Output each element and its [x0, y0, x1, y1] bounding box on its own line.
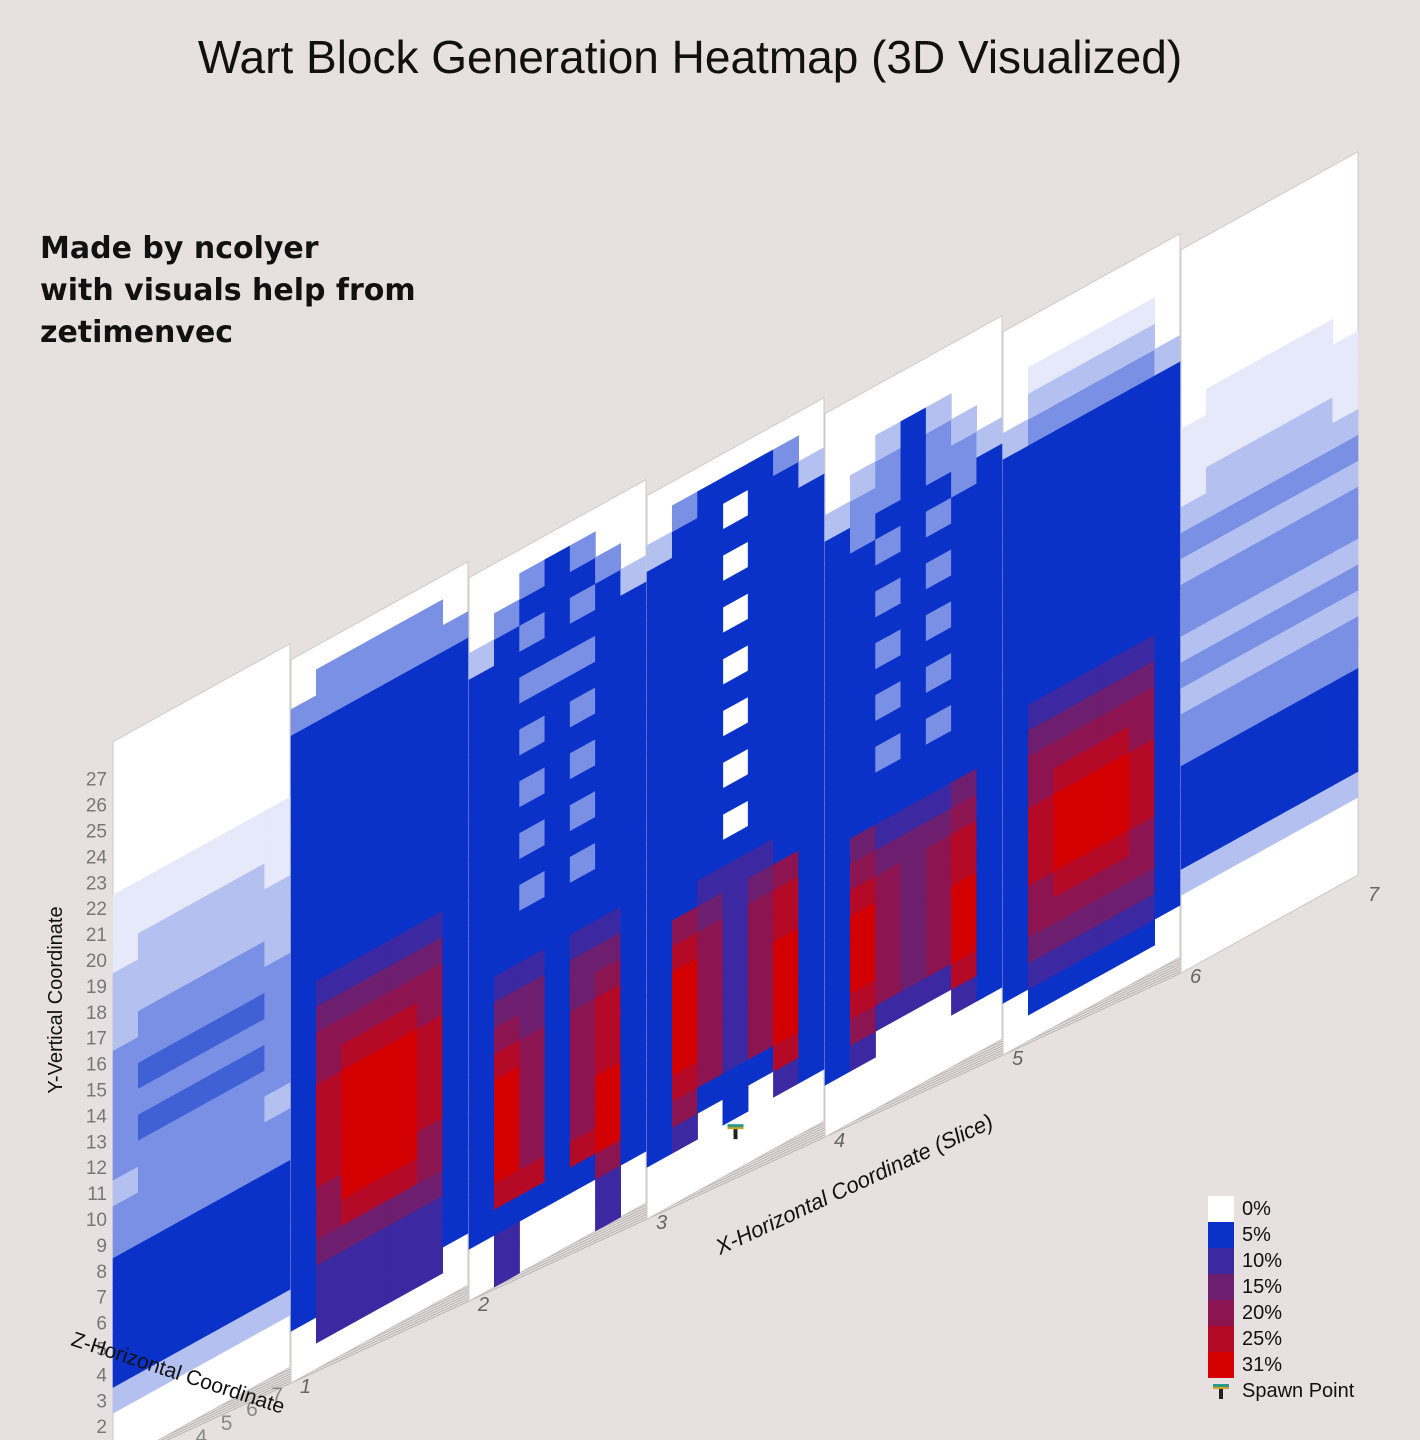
legend-swatch: [1208, 1222, 1234, 1248]
y-tick-label: 15: [86, 1080, 107, 1101]
heatmap-cell: [798, 447, 825, 489]
y-tick-label: 24: [86, 847, 108, 868]
y-tick-label: 4: [96, 1365, 107, 1386]
y-tick-label: 2: [96, 1417, 107, 1438]
page-title: Wart Block Generation Heatmap (3D Visual…: [197, 31, 1183, 83]
y-tick-label: 13: [86, 1132, 107, 1153]
slice-panel: [1180, 150, 1359, 974]
x-tick-label: 6: [1190, 966, 1202, 988]
legend-swatch: [1208, 1300, 1234, 1326]
credits-line: with visuals help from: [40, 273, 416, 308]
legend-swatch: [1208, 1352, 1234, 1378]
z-tick-label: 6: [246, 1398, 258, 1421]
y-tick-label: 7: [96, 1288, 107, 1309]
credits-text: Made by ncolyer with visuals help from z…: [40, 228, 416, 354]
y-tick-label: 5: [96, 1339, 107, 1360]
heatmap-cell: [1154, 334, 1181, 376]
y-tick-label: 14: [86, 1106, 108, 1127]
x-tick-label: 4: [834, 1130, 845, 1152]
spawn-marker-band: [727, 1127, 744, 1130]
legend-item: 0%: [1208, 1196, 1354, 1222]
legend-item: 5%: [1208, 1222, 1354, 1248]
slice-panel: [112, 642, 291, 1440]
y-tick-label: 21: [86, 925, 107, 946]
slice-panel: [1002, 232, 1181, 1056]
legend-item: 20%: [1208, 1300, 1354, 1326]
y-tick-label: 3: [96, 1391, 107, 1412]
legend-label: 20%: [1242, 1301, 1283, 1324]
legend-swatch: [1208, 1196, 1234, 1222]
legend-item: 10%: [1208, 1248, 1354, 1274]
x-tick-label: 5: [1012, 1048, 1024, 1070]
y-tick-label: 25: [86, 821, 107, 842]
legend-swatch: [1208, 1248, 1234, 1274]
legend-swatch: [1208, 1326, 1234, 1352]
y-axis-title: Y-Vertical Coordinate: [45, 906, 67, 1093]
heatmap-cell: [595, 543, 622, 585]
heatmap-cell: [951, 404, 978, 446]
y-tick-label: 22: [86, 899, 107, 920]
y-tick-label: 12: [86, 1158, 107, 1179]
legend-swatch: [1208, 1274, 1234, 1300]
y-tick-label: 17: [86, 1029, 107, 1050]
slice-panel: [824, 314, 1003, 1138]
slice-panel: [468, 478, 647, 1302]
legend: 0% 5% 10% 15% 20% 25% 31% Spawn Point: [1208, 1196, 1354, 1404]
heatmap-cell: [773, 435, 800, 477]
heatmap-cell: [1307, 318, 1334, 360]
credits-line: Made by ncolyer: [40, 231, 319, 266]
y-tick-label: 6: [96, 1314, 107, 1335]
y-tick-label: 11: [87, 1184, 107, 1205]
y-tick-label: 10: [86, 1210, 107, 1231]
z-tick-label: 4: [196, 1426, 208, 1440]
slice-panel: [290, 560, 469, 1384]
credits-line: zetimenvec: [40, 315, 234, 350]
x-tick-label: 7: [1368, 884, 1380, 906]
legend-label: 0%: [1242, 1197, 1271, 1220]
y-tick-label: 18: [86, 1003, 107, 1024]
heatmap-cell: [925, 393, 952, 435]
heatmap-cell: [264, 796, 291, 838]
z-tick-label: 7: [271, 1384, 283, 1407]
heatmap-cell: [620, 554, 647, 596]
y-tick-label: 23: [86, 873, 107, 894]
legend-label: 10%: [1242, 1249, 1283, 1272]
legend-item: 31%: [1208, 1352, 1354, 1378]
legend-spawn-label: Spawn Point: [1242, 1379, 1355, 1402]
heatmap-cell: [417, 599, 444, 641]
legend-spawn-row: Spawn Point: [1208, 1378, 1354, 1404]
spawn-marker-stem: [733, 1129, 738, 1140]
y-tick-label: 26: [86, 796, 107, 817]
legend-label: 5%: [1242, 1223, 1271, 1246]
heatmap-cell: [976, 416, 1003, 458]
slice-panel: [646, 396, 825, 1220]
heatmap-cell: [1129, 297, 1156, 339]
heatmap-cell: [442, 611, 469, 653]
legend-item: 25%: [1208, 1326, 1354, 1352]
spawn-point-icon: [1208, 1378, 1234, 1404]
y-tick-label: 16: [86, 1055, 107, 1076]
y-tick-label: 19: [86, 977, 107, 998]
slices: [112, 150, 1359, 1440]
legend-label: 25%: [1242, 1327, 1283, 1350]
z-tick-label: 5: [221, 1412, 233, 1435]
legend-item: 15%: [1208, 1274, 1354, 1300]
y-tick-label: 27: [86, 770, 107, 791]
y-tick-label: 20: [86, 951, 107, 972]
heatmap-cell: [1332, 330, 1359, 372]
x-tick-label: 2: [477, 1294, 489, 1316]
y-tick-label: 8: [96, 1262, 107, 1283]
legend-label: 31%: [1242, 1353, 1283, 1376]
y-tick-label: 9: [96, 1236, 107, 1257]
legend-label: 15%: [1242, 1275, 1283, 1298]
spawn-point-marker: [727, 1124, 744, 1140]
x-tick-label: 3: [656, 1212, 667, 1234]
x-tick-label: 1: [300, 1376, 311, 1398]
heatmap-cell: [569, 531, 596, 573]
spawn-marker-top: [727, 1124, 744, 1129]
